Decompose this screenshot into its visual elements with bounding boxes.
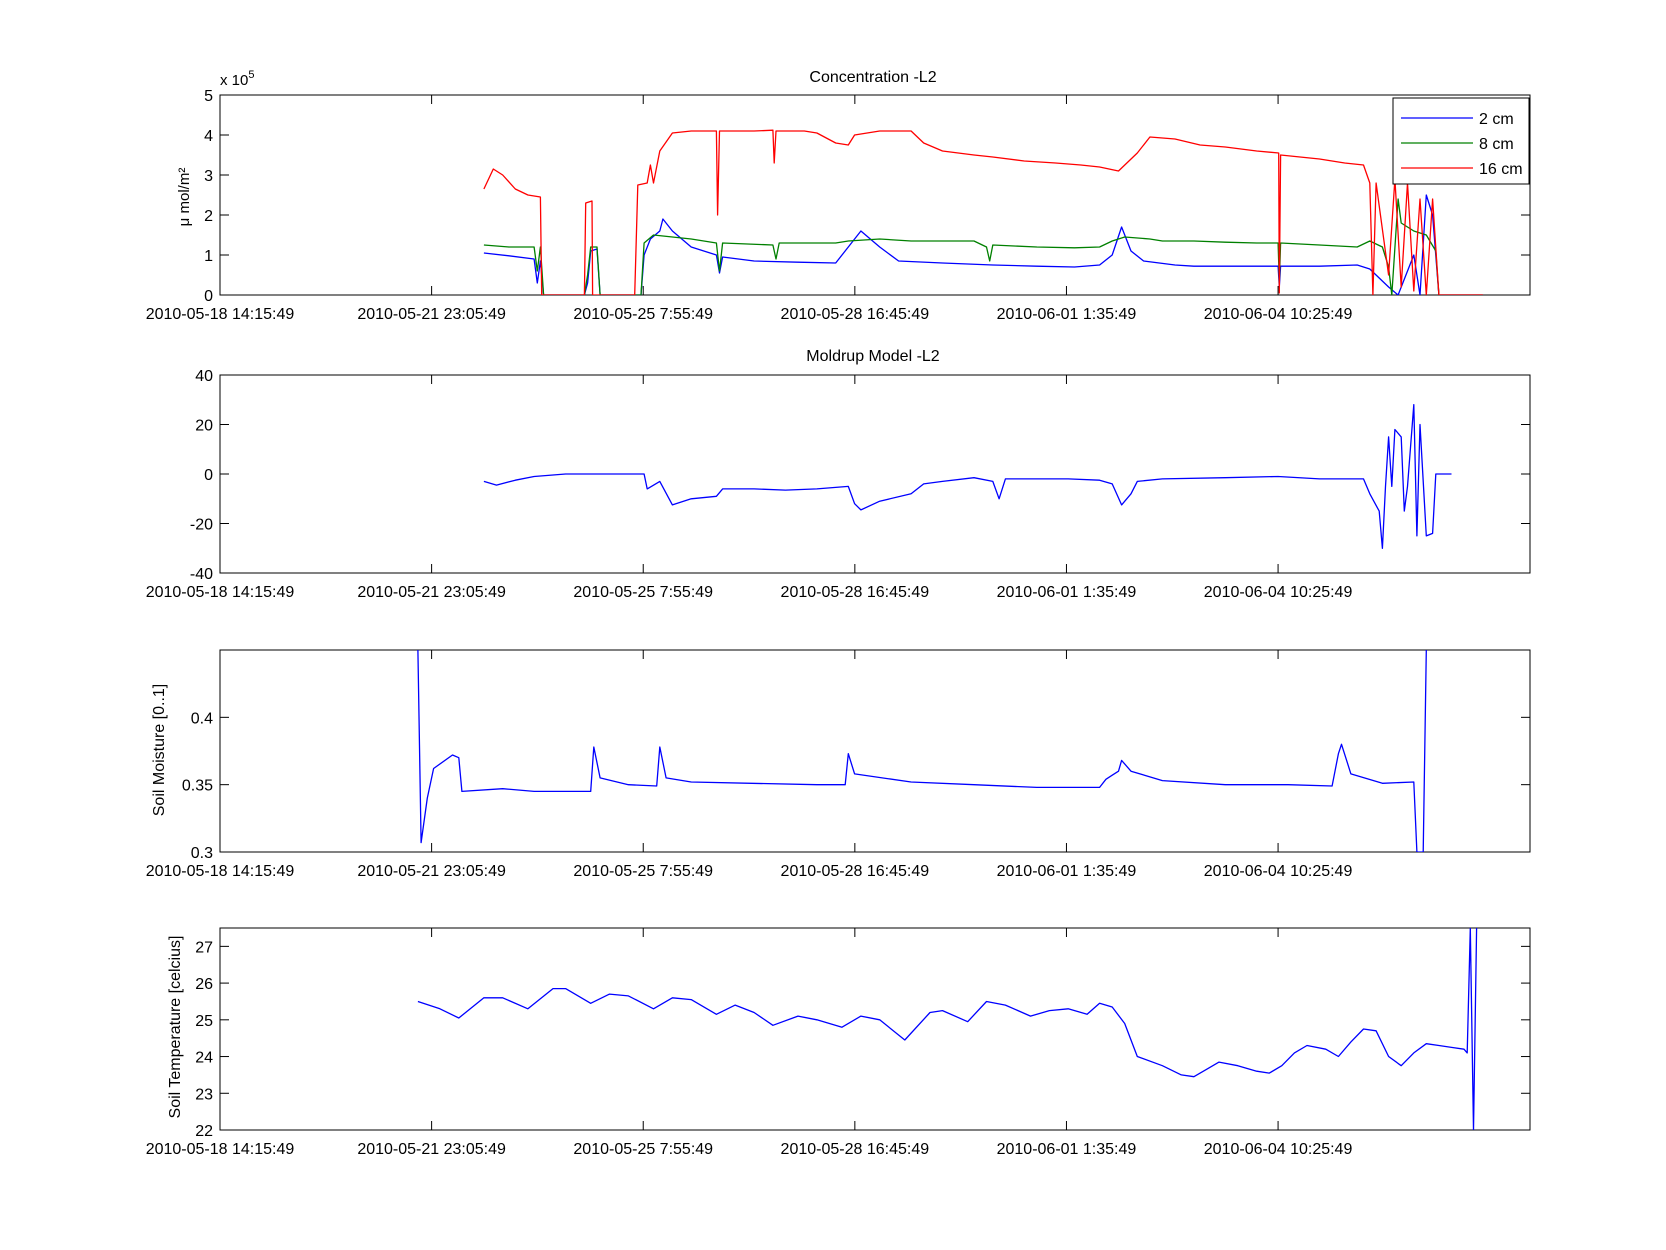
soil-temperature-y-tick-label: 26	[195, 976, 213, 993]
soil-temperature-x-tick-label: 2010-05-21 23:05:49	[357, 1141, 506, 1158]
soil-temperature-y-tick-label: 24	[195, 1050, 213, 1067]
concentration-x-tick-label: 2010-05-25 7:55:49	[573, 306, 713, 323]
concentration-panel: Concentration -L2 x 105 μ mol/m² 2010-05…	[146, 69, 1531, 323]
legend-entry: 2 cm	[1479, 111, 1514, 128]
y-exponent-base: x 10	[220, 72, 248, 89]
concentration-y-tick-label: 4	[204, 128, 213, 145]
soil-moisture-axes-frame	[219, 649, 1531, 853]
soil-temperature-x-tick-label: 2010-06-01 1:35:49	[997, 1141, 1137, 1158]
moldrup-y-tick-label: 0	[204, 467, 213, 484]
concentration-line-16-cm	[483, 129, 1483, 295]
soil-moisture-ylabel: Soil Moisture [0..1]	[151, 684, 168, 817]
soil-moisture-x-tick-label: 2010-06-01 1:35:49	[997, 863, 1137, 880]
concentration-x-tick-label: 2010-06-04 10:25:49	[1204, 306, 1353, 323]
soil-moisture-y-tick-label: 0.3	[191, 845, 213, 862]
moldrup-y-tick-label: -40	[190, 566, 213, 583]
soil-temperature-y-tick-label: 22	[195, 1123, 213, 1140]
soil-moisture-x-tick-label: 2010-05-25 7:55:49	[573, 863, 713, 880]
moldrup-x-tick-label: 2010-05-21 23:05:49	[357, 584, 506, 601]
moldrup-x-tick-label: 2010-05-28 16:45:49	[781, 584, 930, 601]
soil-temperature-panel: Soil Temperature [celcius] 2010-05-18 14…	[146, 927, 1531, 1158]
concentration-axes-frame	[219, 94, 1531, 296]
soil-moisture-x-tick-label: 2010-05-28 16:45:49	[781, 863, 930, 880]
concentration-x-tick-label: 2010-06-01 1:35:49	[997, 306, 1137, 323]
moldrup-x-tick-label: 2010-06-01 1:35:49	[997, 584, 1137, 601]
soil-moisture-y-tick-label: 0.4	[191, 710, 213, 727]
soil-temperature-x-tick-label: 2010-05-28 16:45:49	[781, 1141, 930, 1158]
soil-temperature-x-tick-label: 2010-05-18 14:15:49	[146, 1141, 295, 1158]
moldrup-y-tick-label: 20	[195, 418, 213, 435]
soil-temperature-x-tick-label: 2010-05-25 7:55:49	[573, 1141, 713, 1158]
moldrup-x-tick-label: 2010-05-25 7:55:49	[573, 584, 713, 601]
moldrup-axes-frame	[219, 374, 1531, 574]
legend-entry: 8 cm	[1479, 136, 1514, 153]
concentration-x-tick-label: 2010-05-28 16:45:49	[781, 306, 930, 323]
y-exponent-power: 5	[248, 69, 254, 81]
moldrup-line-series-0	[483, 404, 1452, 549]
legend-box	[1392, 97, 1530, 185]
concentration-y-exponent: x 105	[220, 69, 254, 89]
soil-temperature-y-tick-label: 27	[195, 939, 213, 956]
concentration-x-tick-label: 2010-05-21 23:05:49	[357, 306, 506, 323]
moldrup-y-tick-label: 40	[195, 368, 213, 385]
legend-entry: 16 cm	[1479, 161, 1523, 178]
concentration-legend: 2 cm 8 cm 16 cm	[1392, 97, 1530, 185]
moldrup-x-tick-label: 2010-05-18 14:15:49	[146, 584, 295, 601]
soil-moisture-y-tick-label: 0.35	[182, 778, 213, 795]
moldrup-panel: Moldrup Model -L2 2010-05-18 14:15:49 201…	[146, 348, 1531, 601]
concentration-line-8-cm	[483, 198, 1483, 295]
soil-moisture-x-tick-label: 2010-06-04 10:25:49	[1204, 863, 1353, 880]
soil-temperature-ylabel: Soil Temperature [celcius]	[167, 936, 184, 1119]
soil-temperature-y-tick-label: 23	[195, 1086, 213, 1103]
moldrup-y-tick-label: -20	[190, 517, 213, 534]
soil-temperature-axes-frame	[219, 927, 1531, 1131]
soil-moisture-line-series-0	[417, 650, 1427, 852]
soil-moisture-x-tick-label: 2010-05-21 23:05:49	[357, 863, 506, 880]
concentration-x-tick-label: 2010-05-18 14:15:49	[146, 306, 295, 323]
soil-moisture-x-tick-label: 2010-05-18 14:15:49	[146, 863, 295, 880]
concentration-ylabel: μ mol/m²	[176, 168, 193, 227]
concentration-y-tick-label: 2	[204, 208, 213, 225]
concentration-y-tick-label: 1	[204, 248, 213, 265]
concentration-y-tick-label: 3	[204, 168, 213, 185]
concentration-y-tick-label: 0	[204, 288, 213, 305]
concentration-title: Concentration -L2	[809, 69, 936, 86]
moldrup-x-tick-label: 2010-06-04 10:25:49	[1204, 584, 1353, 601]
moldrup-title: Moldrup Model -L2	[806, 348, 940, 365]
soil-temperature-y-tick-label: 25	[195, 1013, 213, 1030]
soil-temperature-line-series-0	[417, 928, 1478, 1130]
concentration-y-tick-label: 5	[204, 88, 213, 105]
soil-moisture-panel: Soil Moisture [0..1] 2010-05-18 14:15:49…	[146, 649, 1531, 880]
soil-temperature-x-tick-label: 2010-06-04 10:25:49	[1204, 1141, 1353, 1158]
